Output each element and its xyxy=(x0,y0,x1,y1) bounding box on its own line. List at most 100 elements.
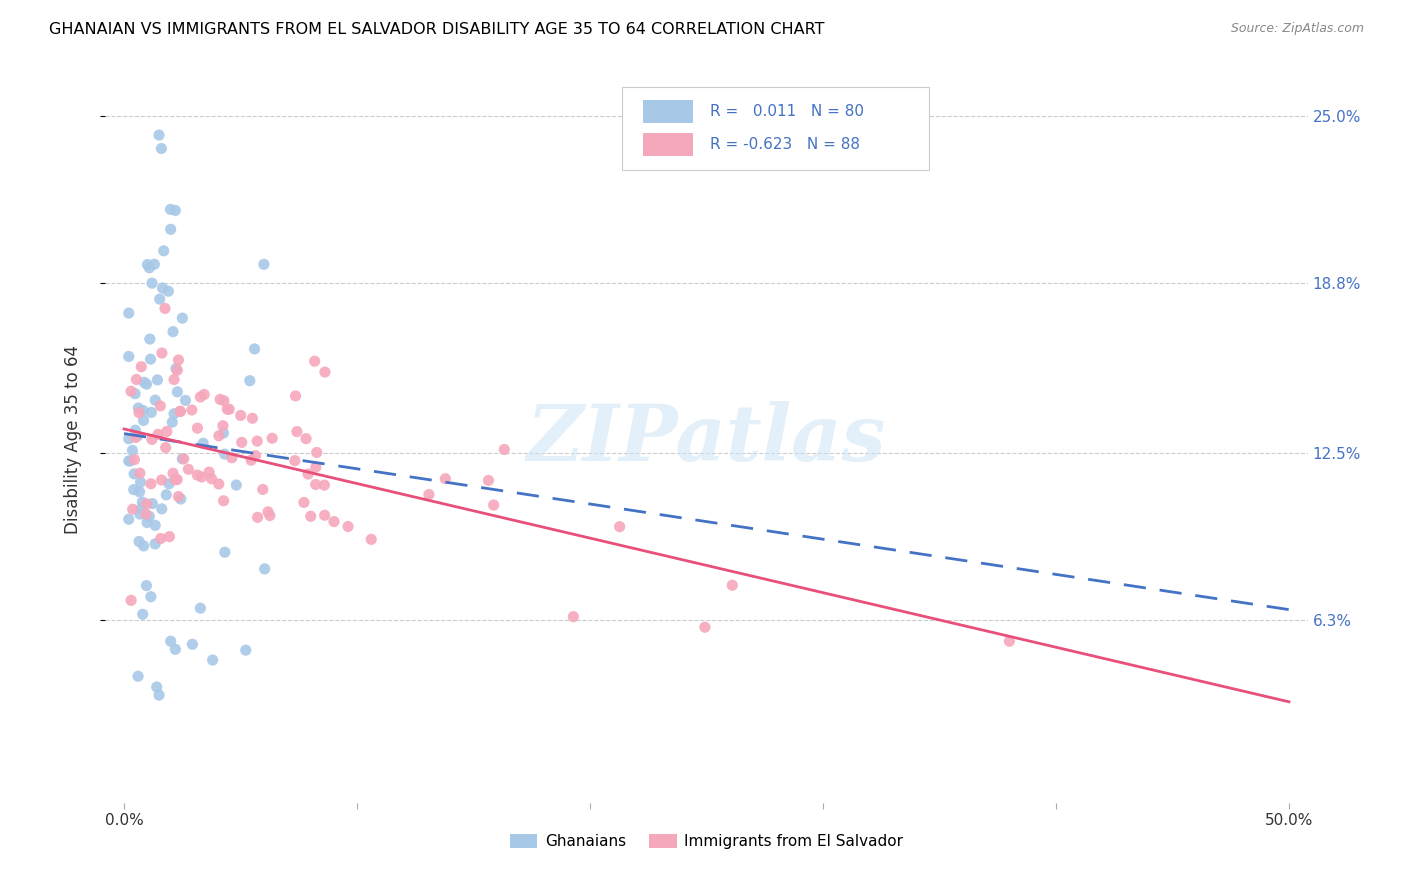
Point xyxy=(128,466,150,480)
Point xyxy=(299,509,322,524)
Point xyxy=(163,372,186,386)
Point xyxy=(165,473,187,487)
Point xyxy=(166,363,188,377)
Point xyxy=(131,501,153,516)
Point xyxy=(239,374,262,388)
Legend: Ghanaians, Immigrants from El Salvador: Ghanaians, Immigrants from El Salvador xyxy=(502,826,911,857)
Point xyxy=(562,609,585,624)
Point xyxy=(132,539,155,553)
Point xyxy=(477,474,499,488)
Point xyxy=(146,373,169,387)
Point xyxy=(285,425,308,439)
Point xyxy=(257,505,280,519)
Point xyxy=(212,426,235,441)
Point xyxy=(141,276,163,290)
Point xyxy=(295,432,318,446)
Point xyxy=(253,257,276,271)
Point xyxy=(134,376,156,390)
Point xyxy=(181,637,204,651)
Point xyxy=(155,488,177,502)
Point xyxy=(139,590,162,604)
Point xyxy=(193,387,215,401)
Text: Source: ZipAtlas.com: Source: ZipAtlas.com xyxy=(1230,22,1364,36)
Point xyxy=(159,222,181,236)
Point xyxy=(148,688,170,702)
Point xyxy=(173,451,195,466)
Point xyxy=(360,533,382,547)
Point xyxy=(118,512,141,526)
Point xyxy=(262,431,284,445)
Point xyxy=(609,519,631,533)
Point xyxy=(165,203,187,218)
Point xyxy=(124,423,146,437)
Point xyxy=(314,508,336,523)
Point xyxy=(143,257,166,271)
Point xyxy=(235,643,257,657)
Point xyxy=(229,409,252,423)
Point xyxy=(139,476,162,491)
Point xyxy=(166,473,188,487)
Point xyxy=(149,292,172,306)
Point xyxy=(297,467,319,481)
Point xyxy=(172,451,194,466)
FancyBboxPatch shape xyxy=(643,100,693,123)
Point xyxy=(434,472,457,486)
Point xyxy=(149,532,172,546)
Point xyxy=(148,128,170,142)
Point xyxy=(165,642,187,657)
Point xyxy=(305,445,328,459)
Point xyxy=(259,508,281,523)
Point xyxy=(118,306,141,320)
Point xyxy=(141,497,163,511)
Point xyxy=(167,490,190,504)
Point xyxy=(135,497,157,511)
Point xyxy=(190,390,212,404)
Point xyxy=(121,502,143,516)
Point xyxy=(721,578,744,592)
Point xyxy=(132,403,155,417)
Point xyxy=(122,483,145,497)
Point xyxy=(284,453,307,467)
Point xyxy=(198,465,221,479)
Point xyxy=(124,431,146,445)
Point xyxy=(156,425,179,439)
Point xyxy=(159,202,181,217)
Point xyxy=(149,399,172,413)
Point xyxy=(121,443,143,458)
Point xyxy=(138,260,160,275)
Point xyxy=(143,537,166,551)
Point xyxy=(209,392,232,407)
Point xyxy=(128,484,150,499)
Point xyxy=(139,352,162,367)
Text: R =   0.011   N = 80: R = 0.011 N = 80 xyxy=(710,104,865,119)
Point xyxy=(132,607,155,622)
Point xyxy=(157,284,180,298)
Point xyxy=(208,477,231,491)
Point xyxy=(118,350,141,364)
Point xyxy=(136,258,159,272)
Point xyxy=(118,432,141,446)
Text: GHANAIAN VS IMMIGRANTS FROM EL SALVADOR DISABILITY AGE 35 TO 64 CORRELATION CHAR: GHANAIAN VS IMMIGRANTS FROM EL SALVADOR … xyxy=(49,22,825,37)
Point xyxy=(150,142,173,156)
Point xyxy=(125,372,148,386)
Point xyxy=(693,620,716,634)
Point xyxy=(150,346,173,360)
FancyBboxPatch shape xyxy=(623,87,929,170)
Point xyxy=(150,501,173,516)
Point xyxy=(127,669,149,683)
Point xyxy=(186,421,208,435)
Point xyxy=(193,436,215,450)
Point xyxy=(186,468,208,483)
Point xyxy=(177,462,200,476)
Point xyxy=(162,325,184,339)
Point xyxy=(212,393,235,408)
Point xyxy=(314,478,336,492)
Point xyxy=(212,418,235,433)
Point xyxy=(129,475,152,490)
Point xyxy=(141,433,163,447)
Point xyxy=(120,454,142,468)
Point xyxy=(305,460,328,475)
Point xyxy=(135,579,157,593)
Point xyxy=(218,402,240,417)
Point xyxy=(128,406,150,420)
